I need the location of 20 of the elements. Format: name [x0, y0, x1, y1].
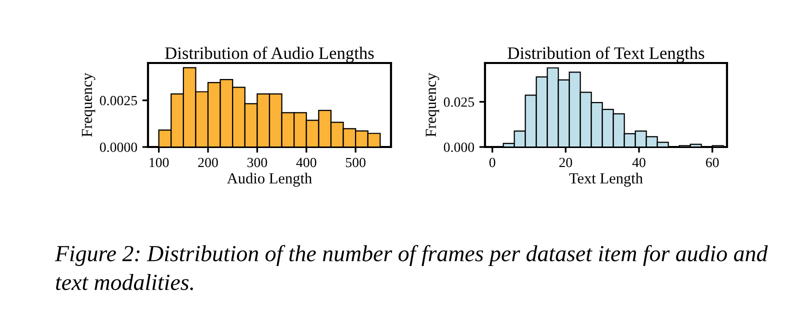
y-axis-title: Frequency [82, 72, 96, 137]
x-tick-label: 400 [296, 158, 316, 168]
x-tick-label: 20 [559, 158, 572, 168]
y-tick-label: 0.000 [444, 142, 474, 152]
y-axis-title: Frequency [426, 72, 440, 137]
x-axis-title: Audio Length [227, 172, 312, 187]
x-tick-label: 40 [632, 158, 646, 168]
x-tick-label: 300 [247, 158, 268, 168]
y-tick-label: 0.0025 [100, 96, 138, 106]
y-tick-label: 0.0000 [100, 142, 138, 152]
x-tick-label: 0 [489, 158, 496, 168]
x-tick-label: 60 [706, 158, 719, 168]
x-axis-title: Text Length [569, 172, 643, 187]
x-tick-label: 500 [346, 158, 366, 168]
x-tick-label: 100 [150, 158, 169, 168]
y-tick-label: 0.025 [444, 97, 474, 107]
caption: Figure 2: Distribution of the number of frames per dataset item for audio and text modalities. [54, 245, 768, 290]
x-tick-label: 200 [198, 158, 218, 168]
chart-title: Distribution of Audio Lengths [165, 46, 374, 63]
chart-title: Distribution of Text Lengths [508, 46, 704, 63]
